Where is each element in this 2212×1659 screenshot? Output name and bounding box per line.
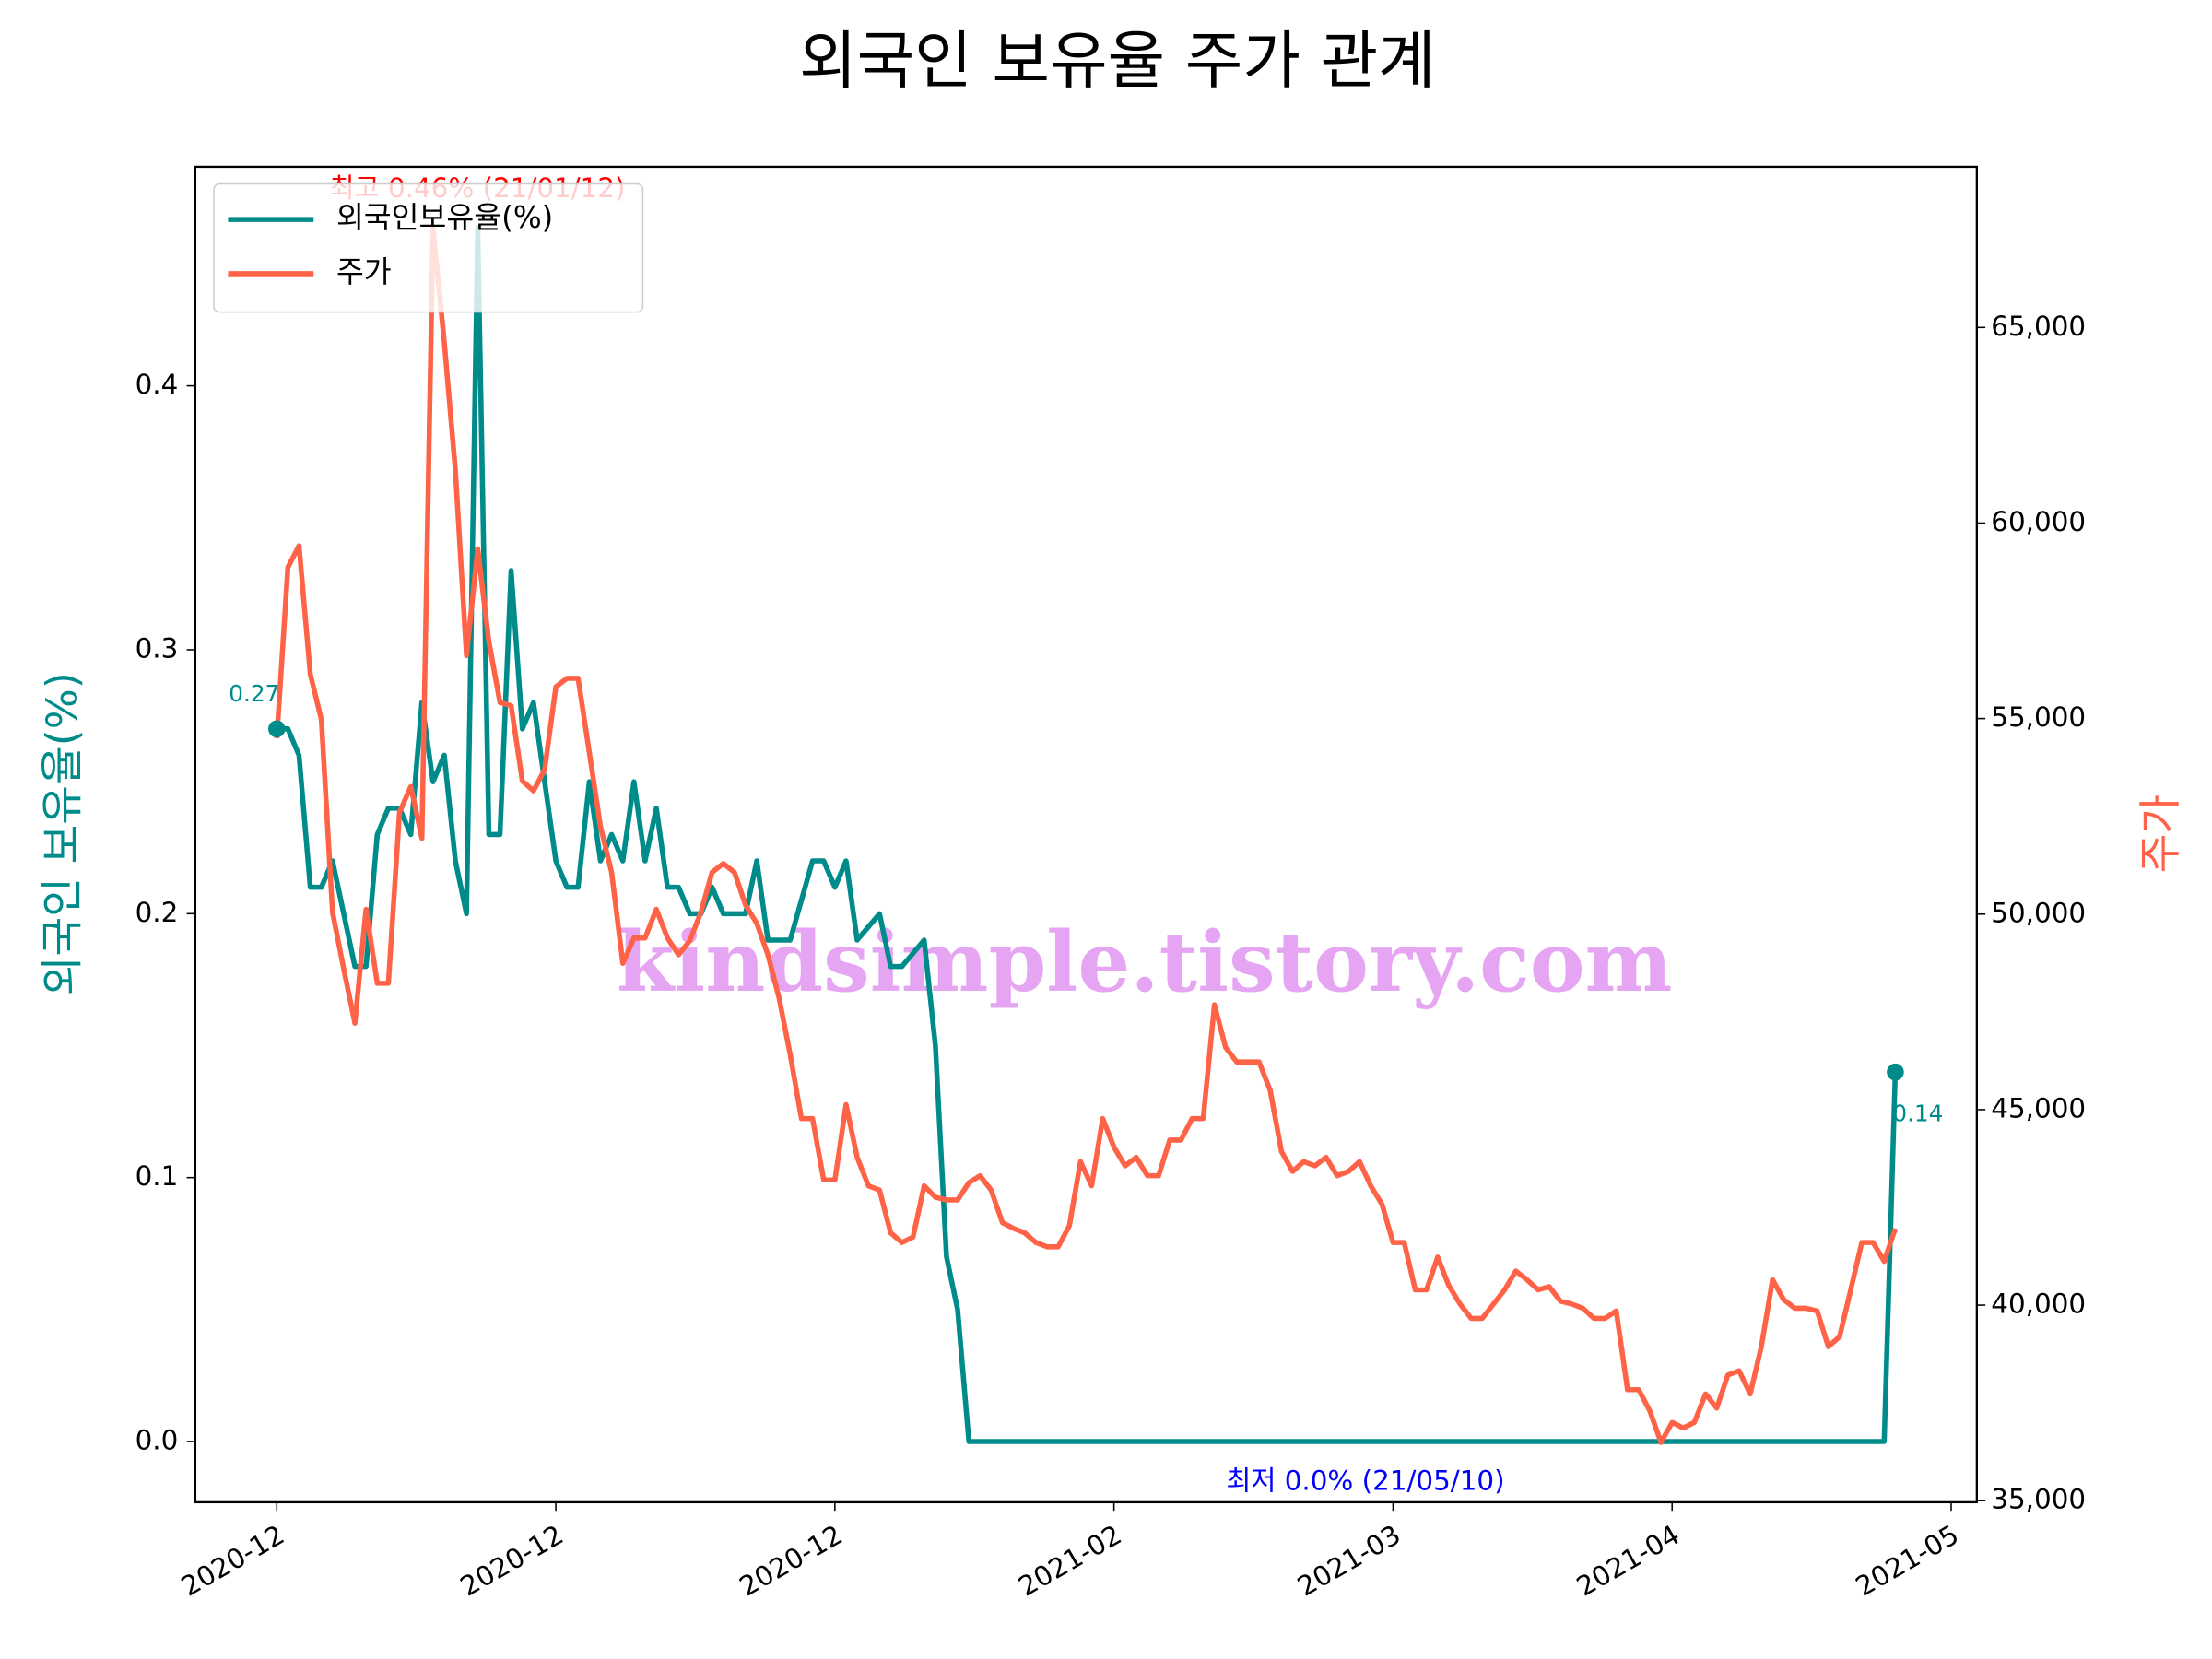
y2-tick-label: 45,000 — [1991, 1092, 2086, 1124]
series-line — [276, 225, 1899, 1444]
value-label: 0.14 — [1892, 1100, 1943, 1127]
y-tick-label: 0.2 — [135, 897, 179, 928]
legend-box — [213, 182, 644, 313]
y2-tick-label: 60,000 — [1991, 506, 2086, 537]
legend-label: 주가 — [336, 254, 392, 289]
y2-tick-label: 55,000 — [1991, 701, 2086, 733]
y-tick-label: 0.4 — [135, 369, 179, 400]
y-tick-label: 0.1 — [135, 1160, 179, 1192]
y2-tick-label: 65,000 — [1991, 311, 2086, 342]
y2-tick-label: 50,000 — [1991, 897, 2086, 928]
end-point — [267, 720, 286, 738]
y2-axis-label: 주가 — [2136, 794, 2185, 873]
y-axis-label: 외국인 보유율(%) — [38, 672, 88, 995]
legend: 외국인보유율(%) 주가 — [213, 182, 644, 313]
y2-tick-label: 35,000 — [1991, 1484, 2086, 1515]
value-label: 0.27 — [229, 680, 279, 707]
y-tick-label: 0.3 — [135, 632, 179, 664]
y2-tick-label: 40,000 — [1991, 1288, 2086, 1320]
annotation-low: 최저 0.0% (21/05/10) — [1226, 1465, 1504, 1497]
plot-frame — [194, 165, 1979, 1504]
legend-label: 외국인보유율(%) — [336, 200, 553, 235]
series-line — [274, 225, 1899, 1445]
chart-title: 외국인 보유율 주가 관계 — [799, 26, 1436, 99]
watermark: kindsimple.tistory.com — [617, 914, 1673, 1011]
y-tick-label: 0.0 — [135, 1425, 179, 1456]
end-point — [1887, 1063, 1904, 1081]
